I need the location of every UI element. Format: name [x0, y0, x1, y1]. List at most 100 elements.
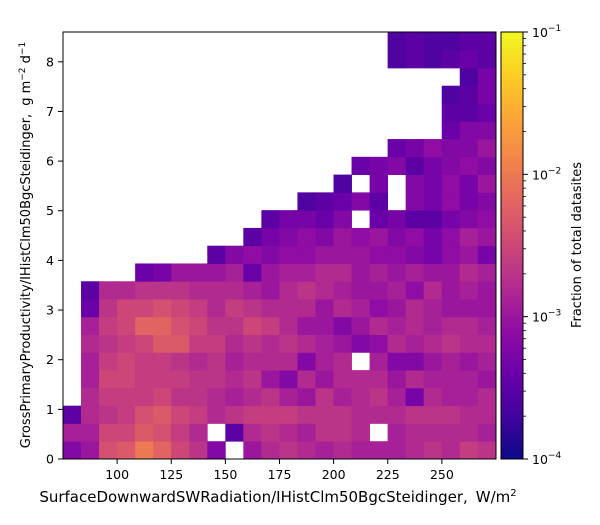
heatmap-cell: [153, 263, 172, 282]
heatmap-cell: [333, 441, 352, 460]
heatmap-cell: [369, 405, 389, 424]
colorbar-label: Fraction of total datasites: [570, 162, 585, 328]
heatmap-cell: [423, 139, 443, 158]
heatmap-cell: [279, 245, 298, 264]
heatmap-cell: [207, 334, 226, 353]
heatmap-cell: [63, 441, 82, 460]
heatmap-cell: [315, 370, 334, 389]
heatmap-cell: [189, 334, 208, 353]
heatmap-cell: [459, 121, 479, 140]
heatmap-cell: [441, 174, 461, 193]
heatmap-cell: [297, 387, 316, 407]
heatmap-cell: [135, 299, 154, 318]
heatmap-cell: [459, 67, 479, 87]
heatmap-cell: [477, 192, 497, 211]
heatmap-cell: [441, 299, 461, 318]
heatmap-cell: [207, 387, 226, 407]
heatmap-cells: [63, 32, 497, 460]
heatmap-cell: [405, 423, 425, 442]
x-tick-label: 175: [268, 467, 292, 482]
heatmap-cell: [189, 405, 208, 424]
heatmap-cell: [99, 316, 118, 335]
heatmap-cell: [261, 299, 280, 318]
heatmap-cell: [261, 281, 280, 300]
heatmap-cell: [279, 441, 298, 460]
heatmap-cell: [369, 210, 389, 229]
heatmap-cell: [405, 316, 425, 335]
heatmap-cell: [405, 370, 425, 389]
heatmap-cell: [351, 263, 370, 282]
heatmap-cell: [81, 281, 100, 300]
heatmap-cell: [459, 299, 479, 318]
heatmap-cell: [333, 227, 352, 247]
heatmap-cell: [405, 387, 425, 407]
heatmap-cell: [297, 192, 316, 211]
heatmap-cell: [117, 387, 136, 407]
heatmap-cell: [477, 174, 497, 193]
heatmap-cell: [135, 334, 154, 353]
heatmap-cell: [459, 263, 479, 282]
heatmap-cell: [315, 387, 334, 407]
heatmap-cell: [135, 423, 154, 442]
heatmap-cell: [261, 370, 280, 389]
heatmap-cell: [351, 299, 370, 318]
heatmap-cell: [405, 174, 425, 193]
heatmap-cell: [333, 405, 352, 424]
heatmap-cell: [387, 263, 407, 282]
heatmap-cell: [441, 103, 461, 122]
heatmap-cell: [369, 299, 389, 318]
heatmap-cell: [369, 192, 389, 211]
heatmap-cell: [369, 334, 389, 353]
heatmap-cell: [189, 370, 208, 389]
heatmap-cell: [135, 263, 154, 282]
heatmap-cell: [297, 352, 316, 371]
heatmap-cell: [477, 50, 497, 69]
heatmap-cell: [297, 281, 316, 300]
heatmap-cell: [423, 32, 443, 51]
heatmap-cell: [369, 316, 389, 335]
heatmap-cell: [171, 316, 190, 335]
heatmap-cell: [369, 387, 389, 407]
colorbar-tick-label: 10−1: [532, 24, 561, 40]
heatmap-cell: [189, 316, 208, 335]
y-axis-label: GrossPrimaryProductivity/IHistClm50BgcSt…: [18, 42, 34, 448]
heatmap-cell: [297, 316, 316, 335]
heatmap-cell: [441, 281, 461, 300]
heatmap-cell: [387, 441, 407, 460]
heatmap-cell: [81, 370, 100, 389]
x-tick-label: 100: [105, 467, 129, 482]
heatmap-cell: [135, 352, 154, 371]
heatmap-cell: [261, 387, 280, 407]
colorbar-tick-label: 10−3: [532, 309, 561, 325]
heatmap-cell: [117, 352, 136, 371]
y-tick-label: 3: [46, 303, 54, 318]
heatmap-cell: [459, 334, 479, 353]
x-tick-label: 250: [430, 467, 454, 482]
heatmap-cell: [369, 370, 389, 389]
x-tick-label: 200: [322, 467, 346, 482]
x-tick-label: 125: [159, 467, 183, 482]
heatmap-cell: [81, 334, 100, 353]
heatmap-cell: [387, 32, 407, 51]
heatmap-cell: [243, 245, 262, 264]
heatmap-cell: [423, 50, 443, 69]
heatmap-cell: [387, 316, 407, 335]
heatmap-cell: [279, 352, 298, 371]
heatmap-cell: [99, 334, 118, 353]
x-tick-label: 225: [376, 467, 400, 482]
y-tick-label: 0: [46, 452, 54, 467]
heatmap-cell: [261, 423, 280, 442]
heatmap-cell: [297, 299, 316, 318]
heatmap-cell: [225, 423, 244, 442]
heatmap-cell: [441, 387, 461, 407]
heatmap-cell: [315, 316, 334, 335]
heatmap-cell: [369, 156, 389, 175]
heatmap-cell: [171, 334, 190, 353]
heatmap-cell: [99, 299, 118, 318]
heatmap-cell: [99, 423, 118, 442]
heatmap-cell: [153, 441, 172, 460]
heatmap-cell: [387, 139, 407, 158]
heatmap-cell: [369, 227, 389, 247]
heatmap-cell: [459, 281, 479, 300]
heatmap-cell: [225, 281, 244, 300]
